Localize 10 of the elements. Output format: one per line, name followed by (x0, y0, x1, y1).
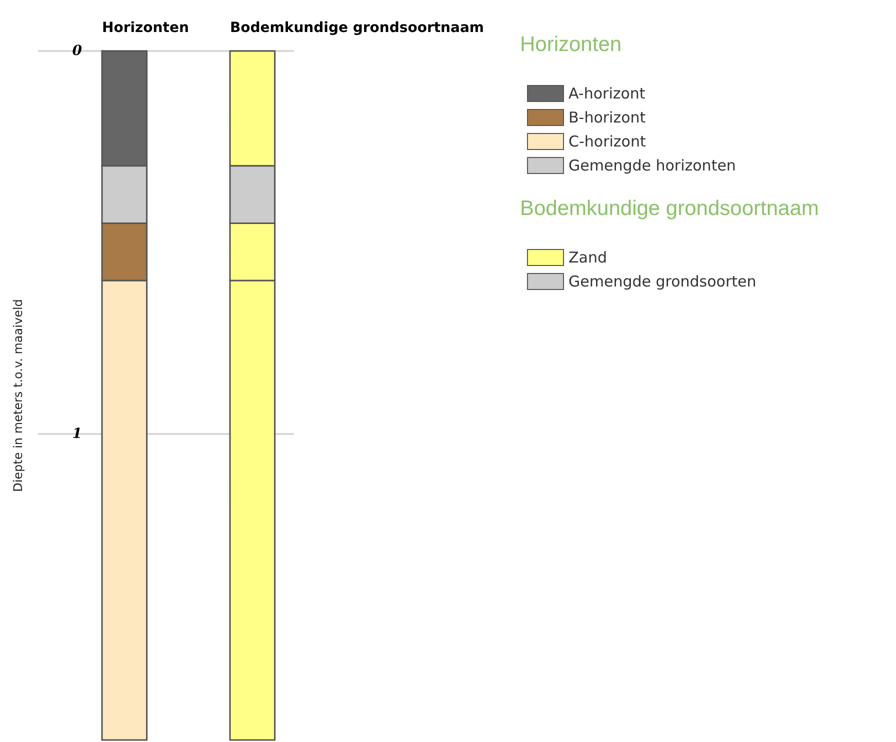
legend-label: Zand (568, 248, 607, 266)
legend-label: Gemengde grondsoorten (568, 272, 756, 290)
legend-label: B-horizont (568, 108, 646, 126)
y-tick-label: 1 (72, 426, 82, 442)
text: Bodemkundige grondsoortnaam (520, 197, 819, 220)
y-axis-title: Diepte in meters t.o.v. maaiveld (11, 299, 25, 492)
legend-label: Gemengde horizonten (568, 156, 736, 174)
legend-label: A-horizont (568, 84, 646, 102)
legend-label: C-horizont (568, 132, 646, 150)
y-tick-label: 0 (72, 43, 82, 59)
